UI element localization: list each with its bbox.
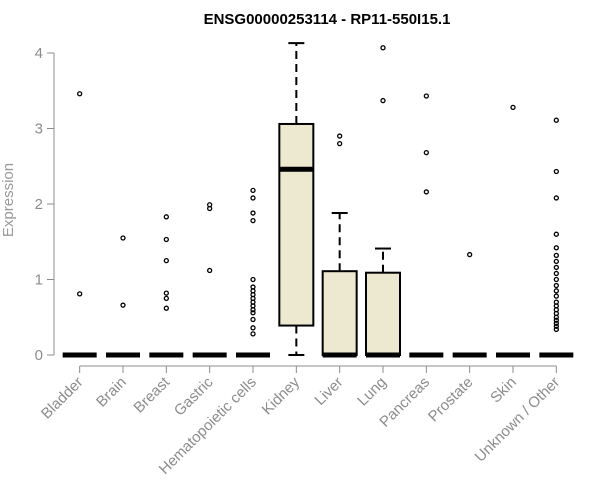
y-axis: 0 1 2 3 4: [35, 45, 55, 364]
outlier-point: [250, 195, 256, 201]
outlier-point: [250, 187, 256, 194]
x-tick-label: Lung: [354, 374, 390, 410]
box-group-unknown-other: [539, 117, 574, 358]
x-tick-label: Skin: [487, 374, 520, 407]
y-tick-label: 3: [35, 121, 43, 138]
outlier-point: [250, 325, 256, 331]
outlier-point: [553, 264, 559, 271]
y-tick-label: 0: [35, 347, 43, 364]
outlier-point: [250, 284, 256, 290]
outlier-point: [510, 104, 516, 111]
outlier-point: [250, 331, 256, 337]
outlier-point: [120, 302, 126, 308]
x-tick-label: Kidney: [259, 373, 304, 418]
outlier-point: [553, 258, 559, 265]
outlier-point: [553, 293, 559, 299]
outlier-point: [553, 231, 559, 237]
chart-title: ENSG00000253114 - RP11-550I15.1: [204, 11, 451, 28]
box-group-brain: [106, 235, 140, 358]
box-group-gastric: [192, 202, 227, 358]
outlier-point: [553, 320, 559, 326]
outlier-point: [423, 93, 429, 99]
outlier-point: [467, 251, 473, 258]
outlier-point: [553, 276, 559, 283]
outlier-point: [337, 133, 343, 139]
outlier-point: [77, 91, 83, 97]
outlier-point: [380, 97, 386, 104]
outlier-point: [553, 282, 559, 289]
outlier-point: [423, 189, 429, 195]
outlier-point: [250, 210, 256, 216]
outlier-point: [163, 257, 169, 264]
outlier-point: [553, 195, 559, 201]
box: [278, 122, 315, 327]
outlier-point: [423, 150, 429, 156]
x-tick-label: Brain: [93, 374, 130, 411]
outlier-point: [207, 267, 213, 274]
box-group-lung: [365, 45, 401, 358]
outlier-point: [163, 290, 169, 296]
outlier-point: [250, 310, 256, 316]
outlier-point: [337, 140, 343, 147]
outlier-point: [553, 326, 559, 332]
box-group-bladder: [62, 91, 97, 358]
box-group-skin: [496, 104, 530, 358]
y-tick-label: 4: [35, 45, 43, 62]
outlier-point: [553, 323, 559, 329]
outlier-point: [163, 295, 169, 302]
box: [321, 270, 358, 357]
outlier-point: [553, 299, 559, 305]
outlier-point: [163, 305, 169, 311]
box-group-hematopoietic-cells: [236, 187, 270, 358]
x-tick-label: Bladder: [38, 374, 87, 423]
outlier-point: [250, 316, 256, 323]
outlier-point: [207, 202, 213, 208]
outlier-point: [553, 168, 559, 175]
x-tick-label: Breast: [130, 373, 173, 416]
outlier-point: [163, 214, 169, 220]
y-axis-label: Expression: [0, 163, 17, 237]
box-group-breast: [149, 214, 184, 358]
box-group-kidney: [278, 42, 315, 356]
outlier-point: [553, 270, 559, 277]
y-tick-label: 1: [35, 272, 43, 289]
box-group-pancreas: [409, 93, 444, 358]
outlier-point: [163, 236, 169, 243]
outlier-point: [120, 235, 126, 241]
outlier-point: [553, 245, 559, 251]
x-tick-label: Liver: [311, 374, 346, 409]
outlier-point: [250, 276, 256, 283]
box: [365, 271, 401, 356]
y-tick-label: 2: [35, 196, 43, 213]
plot-area: [62, 42, 574, 358]
outlier-point: [553, 117, 559, 123]
x-tick-label: Prostate: [425, 374, 477, 426]
box-group-prostate: [452, 251, 487, 358]
outlier-point: [553, 252, 559, 258]
outlier-point: [553, 288, 559, 294]
box-group-liver: [321, 133, 358, 358]
outlier-point: [380, 45, 386, 51]
outlier-point: [553, 317, 559, 323]
outlier-point: [77, 291, 83, 297]
outlier-point: [250, 217, 256, 224]
